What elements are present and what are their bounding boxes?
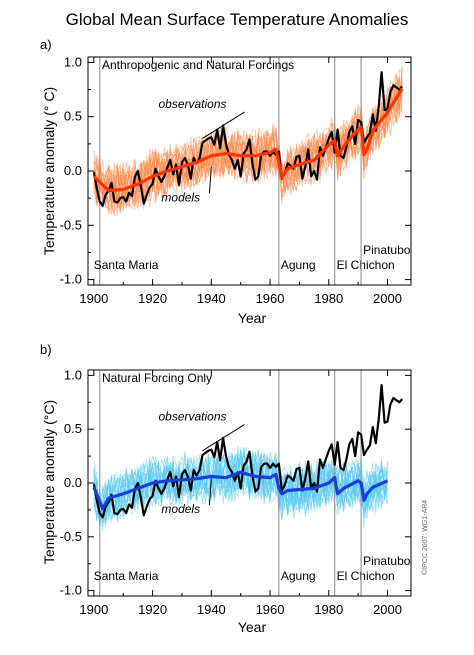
annotation-arrow-line (202, 424, 245, 452)
x-tick-label: 1900 (79, 602, 108, 617)
annotation-label: observations (158, 410, 226, 424)
event-label: Santa Maria (94, 569, 159, 583)
series-layer-b: observations models (92, 384, 404, 519)
y-tick-label: 0.5 (64, 109, 82, 124)
event-label: Pinatubo (363, 243, 411, 257)
annotation-label: models (161, 502, 200, 516)
y-tick-label: 0.5 (64, 421, 82, 436)
model-ensemble-member-line (93, 446, 388, 524)
x-tick-label: 1920 (138, 602, 167, 617)
y-tick-label: 0.0 (64, 163, 82, 178)
model-ensemble-member-line (93, 80, 403, 212)
annotation-arrow-line (208, 478, 212, 506)
x-tick-label: 1960 (256, 602, 285, 617)
annotation-label: observations (158, 97, 226, 111)
panel-label-a: a) (40, 37, 52, 52)
x-axis-label-b: Year (238, 619, 267, 635)
ensemble-layer-b (93, 446, 388, 531)
y-tick-label: 1.0 (64, 54, 82, 69)
model-ensemble-member-line (93, 83, 403, 209)
x-tick-label: 1960 (256, 291, 285, 306)
figure-title: Global Mean Surface Temperature Anomalie… (66, 10, 409, 29)
event-label: El Chichon (337, 258, 395, 272)
event-label: El Chichon (337, 569, 395, 583)
x-tick-label: 2000 (373, 291, 402, 306)
panel-label-b: b) (40, 342, 52, 357)
y-tick-label: -1.0 (60, 272, 82, 287)
x-tick-label: 1940 (197, 291, 226, 306)
event-label: Pinatubo (363, 554, 411, 568)
panel-title-a: Anthropogenic and Natural Forcings (102, 58, 294, 72)
model-mean-series-line (92, 87, 404, 193)
annotation-arrow-line (202, 111, 245, 139)
event-label: Agung (281, 569, 316, 583)
axes-b: 1900 1920 1940 1960 1980 2000 1.0 0.5 0.0 -0.5 -1.… (60, 367, 412, 617)
model-ensemble-member-line (93, 78, 403, 215)
x-tick-label: 1980 (314, 602, 343, 617)
x-tick-label: 1980 (314, 291, 343, 306)
series-layer-a: observations models (92, 71, 404, 207)
x-axis-label-a: Year (238, 310, 267, 326)
event-label: Agung (281, 258, 316, 272)
x-tick-label: 1940 (197, 602, 226, 617)
y-tick-label: -1.0 (60, 583, 82, 598)
panel-title-b: Natural Forcing Only (102, 371, 212, 385)
y-axis-label-a: Temperature anomaly (° C) (41, 87, 57, 255)
copyright-text: ©IPCC 2007: WG1-AR4 (421, 500, 429, 575)
event-label: Santa Maria (94, 258, 159, 272)
y-tick-label: 1.0 (64, 367, 82, 382)
observations-series-line (92, 384, 404, 519)
model-mean-series-line (92, 470, 389, 511)
y-axis-label-b: Temperature anomaly (°C) (41, 400, 57, 564)
y-tick-label: -0.5 (60, 217, 82, 232)
annotation-arrow-line (208, 166, 212, 194)
annotation-label: models (161, 190, 200, 204)
x-tick-label: 1920 (138, 291, 167, 306)
x-tick-label: 2000 (373, 602, 402, 617)
y-tick-label: -0.5 (60, 529, 82, 544)
observations-series-line (92, 71, 404, 207)
axes-a: 1900 1920 1940 1960 1980 2000 1.0 0.5 0.0 -0.5 -1.… (60, 54, 412, 306)
model-ensemble-member-line (93, 446, 388, 527)
x-tick-label: 1900 (79, 291, 108, 306)
y-tick-label: 0.0 (64, 475, 82, 490)
